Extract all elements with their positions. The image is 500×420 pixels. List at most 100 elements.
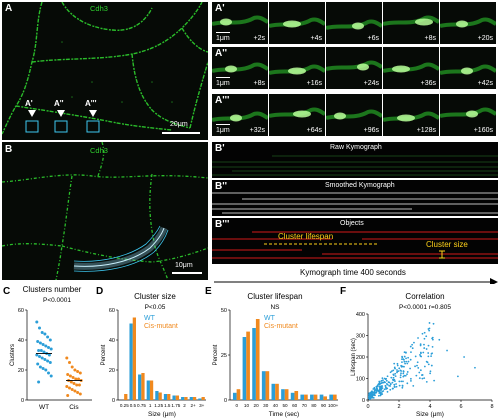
time-lapse-time-label: +96s (363, 127, 379, 134)
data-point (430, 352, 433, 355)
panel-a-scale: 20μm (170, 121, 188, 128)
bar (294, 391, 299, 400)
bar (310, 394, 314, 400)
data-point (376, 384, 379, 387)
y-tick-label: 60 (109, 308, 115, 314)
y-tick-label: 25 (221, 353, 227, 359)
data-point (38, 355, 41, 358)
data-point (404, 362, 407, 365)
time-lapse-time-label: +8s (253, 80, 265, 87)
data-point (396, 371, 398, 374)
data-point (402, 372, 405, 375)
time-lapse-scale-bar (216, 76, 230, 78)
y-tick-label: 0 (224, 398, 227, 404)
tile-cluster-spot (288, 67, 306, 75)
tile-signal (440, 64, 496, 75)
data-point (383, 380, 386, 383)
tile-cluster-spot (352, 22, 364, 30)
data-point (398, 380, 401, 383)
data-point (413, 341, 415, 344)
bar (323, 396, 328, 400)
x-tick-label: 80 (311, 403, 317, 408)
data-point (390, 376, 393, 379)
data-point (393, 362, 396, 365)
bar (129, 323, 133, 400)
tile-signal (383, 62, 439, 73)
time-lapse-time-label: +20s (477, 35, 493, 42)
data-point (43, 332, 47, 336)
y-tick-label: 60 (18, 308, 24, 314)
data-point (389, 383, 392, 386)
data-point (398, 384, 401, 387)
data-point (47, 371, 50, 375)
data-point (407, 356, 410, 359)
chart-c-clusters-number: 0 20 40 60 Clusters WT Cis (10, 308, 92, 411)
tile-signal (383, 15, 439, 26)
bar (304, 394, 308, 400)
bar (172, 395, 176, 400)
time-lapse-time-label: +24s (363, 80, 379, 87)
data-point (382, 379, 384, 382)
data-point (421, 332, 424, 335)
data-point (381, 390, 384, 393)
data-point (401, 355, 403, 358)
bar (189, 397, 193, 400)
tile-signal (383, 111, 439, 122)
x-tick-label: 8 (490, 404, 493, 410)
data-point (385, 388, 387, 390)
kymo-raw (212, 142, 498, 178)
data-point (430, 364, 433, 367)
data-point (415, 374, 418, 377)
data-point (78, 371, 82, 375)
time-lapse-tile: +96s (326, 94, 382, 136)
kymo-time-axis (214, 278, 498, 284)
data-point (398, 367, 401, 370)
data-point (37, 380, 41, 384)
data-point (414, 365, 416, 368)
time-lapse-time-label: +36s (420, 80, 436, 87)
kymo-time-axis-label: Kymograph time 400 seconds (300, 268, 406, 277)
kymo-objects (212, 218, 498, 264)
data-point (430, 355, 432, 358)
chart-f-subtitle: P<0.0001 r=0.805 (398, 304, 452, 311)
tile-cluster-spot (293, 110, 311, 118)
data-point (74, 377, 78, 381)
time-lapse-time-label: +4s (310, 35, 322, 42)
panel-a-letter: A (5, 3, 13, 14)
data-point (403, 355, 406, 358)
data-point (428, 329, 431, 332)
data-point (386, 390, 389, 393)
x-tick-label: 70 (302, 403, 308, 408)
bar (184, 397, 188, 400)
x-tick-label: 20 (254, 403, 260, 408)
data-point (425, 335, 428, 338)
data-point (381, 387, 384, 390)
panel-a-marker-3: A''' (85, 99, 97, 108)
data-point (420, 355, 423, 358)
data-point (41, 367, 45, 370)
data-point (406, 362, 409, 365)
data-point (403, 365, 405, 368)
data-point (395, 383, 397, 385)
data-point (404, 374, 407, 377)
legend-entry: WT (144, 315, 156, 322)
data-point (383, 377, 386, 380)
y-axis-label: Percent (213, 344, 219, 365)
data-point (474, 366, 476, 369)
y-tick-label: 40 (18, 338, 24, 344)
x-tick-label: 1.25 (154, 403, 163, 408)
data-point (399, 376, 402, 379)
legend-entry: Cis-mutant (264, 323, 298, 330)
chart-c-subtitle: P<0.0001 (42, 297, 71, 304)
data-point (418, 371, 421, 374)
x-tick-label: 0.75 (137, 403, 146, 408)
data-point (70, 388, 74, 391)
kymo-objects-title: Objects (340, 220, 364, 227)
tile-cluster-spot (392, 65, 410, 73)
time-lapse-time-label: +42s (477, 80, 493, 87)
time-lapse-scale-bar (216, 31, 230, 33)
bar (252, 328, 256, 400)
data-point (38, 365, 42, 369)
data-point (423, 331, 426, 334)
data-point (37, 349, 41, 352)
